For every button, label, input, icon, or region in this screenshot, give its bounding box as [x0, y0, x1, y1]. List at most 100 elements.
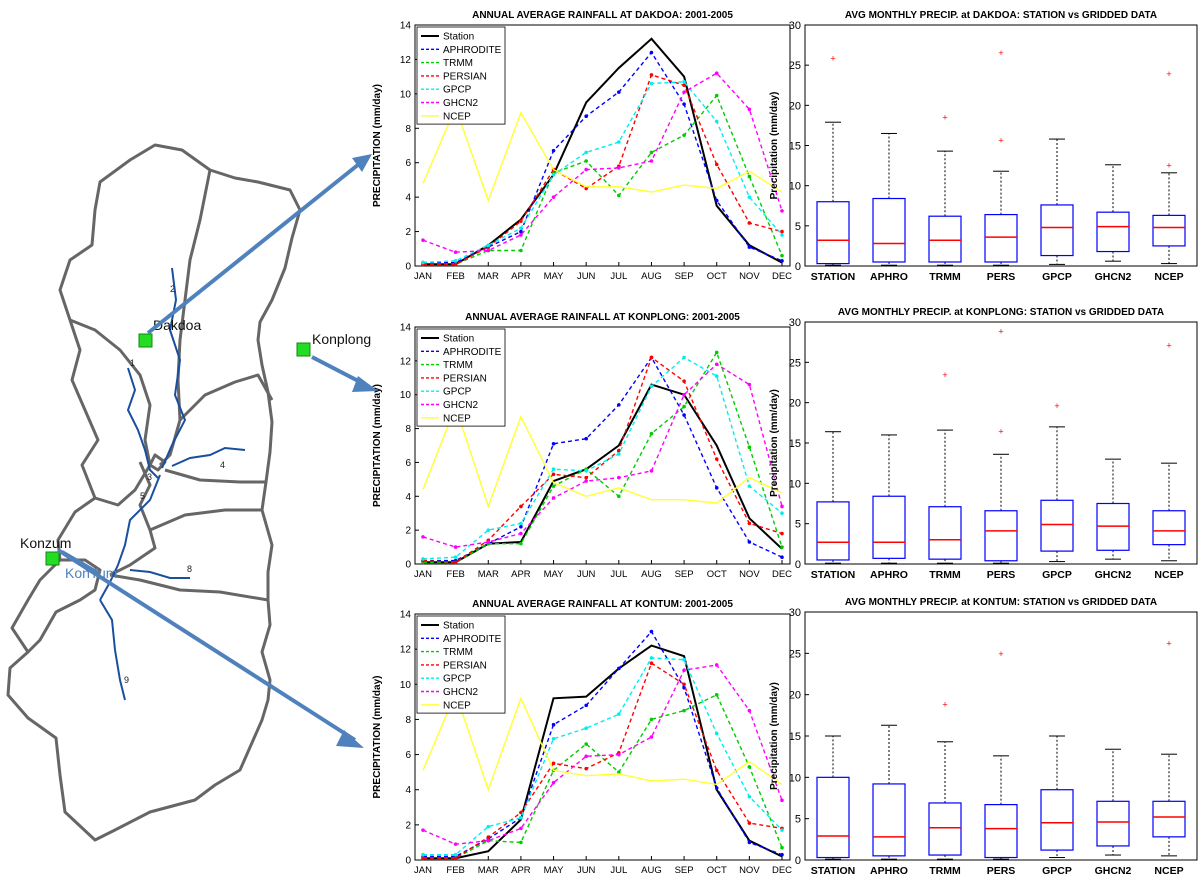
data-point-gpcp [453, 555, 458, 560]
outlier-point: + [1166, 340, 1171, 350]
river-3 [171, 446, 246, 467]
x-tick-label: FEB [446, 271, 464, 282]
station-marker-dakdoa [138, 333, 153, 348]
data-point-gpcp [551, 736, 556, 741]
x-tick-label: JUN [577, 271, 596, 282]
x-tick-label: MAY [544, 865, 565, 876]
x-tick-label: SEP [675, 569, 694, 580]
data-point-aphrodite [584, 703, 588, 708]
data-point-gpcp [682, 657, 686, 662]
x-tick-label: GHCN2 [1095, 569, 1132, 581]
legend-entry-station: Station [443, 621, 474, 632]
data-point-gpcp [714, 731, 719, 736]
data-point-gpcp [714, 119, 719, 124]
subbasin-label-4: 4 [220, 460, 225, 470]
data-point-persian [617, 448, 621, 453]
station-marker-konzum [45, 551, 60, 566]
data-point-ghcn2 [584, 167, 588, 172]
data-point-ghcn2 [551, 780, 556, 785]
y-axis-label: Precipitation (mm/day) [769, 682, 780, 790]
subbasin-boundary-6 [149, 508, 262, 532]
river-6 [99, 599, 126, 701]
y-tick-label: 5 [795, 221, 801, 233]
data-point-ghcn2 [486, 838, 491, 843]
outlier-point: + [942, 370, 947, 380]
y-tick-label: 15 [789, 141, 801, 153]
data-point-ghcn2 [519, 233, 523, 237]
y-axis-label: PRECIPITATION (mm/day) [372, 84, 383, 207]
data-point-ghcn2 [584, 479, 588, 483]
x-tick-label: NCEP [1154, 865, 1183, 877]
data-point-ghcn2 [649, 735, 654, 739]
data-point-ghcn2 [486, 248, 491, 253]
box-iqr [816, 201, 850, 265]
data-point-aphrodite [747, 540, 752, 544]
y-axis-label: PRECIPITATION (mm/day) [372, 384, 383, 507]
y-tick-label: 12 [400, 645, 412, 656]
data-point-trmm [519, 248, 523, 253]
x-tick-label: GHCN2 [1095, 271, 1132, 283]
arrow-dakdoa [146, 158, 366, 335]
series-line-persian [422, 356, 783, 564]
outlier-point: + [998, 327, 1003, 337]
data-point-ghcn2 [714, 362, 719, 367]
station-label-konplong: Konplong [312, 331, 371, 347]
x-tick-label: NCEP [1154, 569, 1183, 581]
series-line-aphrodite [423, 630, 783, 858]
x-tick-label: STATION [811, 569, 856, 581]
data-point-gpcp [486, 243, 491, 248]
x-tick-label: APHRO [870, 271, 908, 283]
data-point-persian [584, 766, 588, 771]
legend-entry-aphrodite: APHRODITE [443, 634, 502, 645]
y-tick-label: 30 [789, 317, 801, 329]
data-point-ghcn2 [747, 708, 752, 713]
data-point-ghcn2 [649, 469, 654, 473]
y-tick-label: 14 [400, 610, 412, 621]
x-tick-label: STATION [811, 865, 856, 877]
data-point-gpcp [714, 374, 719, 378]
chart-title: AVG MONTHLY PRECIP. at KONPLONG: STATION… [838, 307, 1164, 318]
data-point-aphrodite [780, 259, 784, 263]
data-point-persian [682, 379, 686, 383]
data-point-aphrodite [617, 90, 621, 94]
data-point-gpcp [486, 528, 491, 532]
x-tick-label: APR [511, 569, 531, 580]
data-point-gpcp [486, 824, 491, 829]
box-iqr [816, 776, 850, 859]
station-marker-konplong [296, 342, 311, 357]
data-point-ghcn2 [747, 107, 752, 112]
data-point-trmm [747, 445, 752, 449]
y-tick-label: 6 [405, 158, 411, 169]
data-point-trmm [617, 193, 621, 198]
river-5 [129, 569, 190, 579]
data-point-persian [584, 475, 588, 480]
data-point-ghcn2 [453, 545, 458, 549]
data-point-gpcp [682, 80, 686, 84]
data-point-aphrodite [551, 148, 556, 153]
x-tick-label: PERS [987, 271, 1016, 283]
data-point-ghcn2 [682, 90, 686, 94]
x-tick-label: NCEP [1154, 271, 1183, 283]
x-tick-label: TRMM [929, 271, 961, 283]
y-axis-label: PRECIPITATION (mm/day) [372, 676, 383, 799]
data-point-persian [682, 682, 686, 687]
outlier-point: + [1166, 161, 1171, 171]
data-point-gpcp [584, 469, 588, 473]
legend-entry-ghcn2: GHCN2 [443, 98, 478, 109]
data-point-gpcp [421, 260, 425, 265]
legend-entry-gpcp: GPCP [443, 85, 472, 96]
x-tick-label: JUL [610, 569, 627, 580]
data-point-aphrodite [714, 786, 719, 790]
subbasin-label-5: 5 [140, 491, 145, 501]
x-tick-label: NOV [739, 271, 760, 282]
arrow-kontum [56, 548, 357, 742]
x-tick-label: MAY [544, 271, 565, 282]
y-axis-label: Precipitation (mm/day) [769, 389, 780, 497]
data-point-gpcp [617, 140, 621, 144]
outlier-point: + [942, 700, 947, 710]
x-tick-label: AUG [641, 271, 662, 282]
data-point-aphrodite [747, 245, 752, 249]
data-point-gpcp [780, 233, 784, 237]
y-tick-label: 30 [789, 20, 801, 32]
data-point-persian [780, 229, 784, 234]
